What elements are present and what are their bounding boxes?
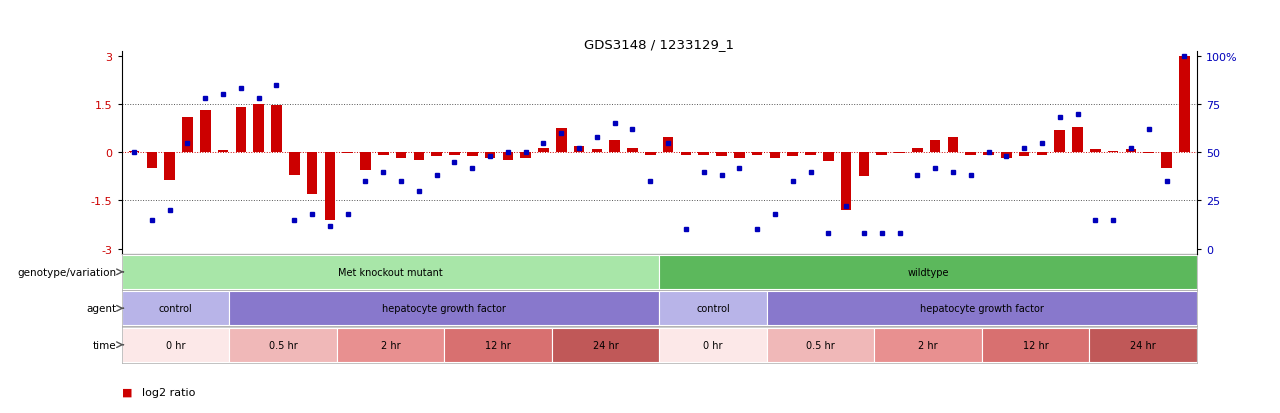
Bar (413, 153, 424, 161)
Bar (337, 328, 444, 362)
Bar (733, 153, 745, 159)
Bar (1091, 150, 1101, 153)
Bar (699, 153, 709, 156)
Bar (122, 292, 229, 325)
Bar (1001, 153, 1011, 159)
Bar (378, 153, 389, 155)
Bar (129, 151, 140, 153)
Bar (874, 328, 982, 362)
Text: 12 hr: 12 hr (485, 340, 511, 350)
Bar (122, 255, 659, 289)
Bar (1055, 131, 1065, 153)
Bar (929, 140, 941, 153)
Bar (307, 153, 317, 195)
Bar (965, 153, 977, 156)
Bar (122, 328, 229, 362)
Bar (609, 140, 620, 153)
Text: 2 hr: 2 hr (918, 340, 938, 350)
Text: control: control (696, 304, 730, 313)
Bar (1019, 153, 1029, 157)
Text: genotype/variation: genotype/variation (17, 267, 116, 277)
Bar (1143, 153, 1155, 154)
Bar (947, 138, 959, 153)
Bar (449, 153, 460, 156)
Bar (767, 328, 874, 362)
Bar (877, 153, 887, 156)
Bar (769, 153, 781, 159)
Bar (146, 153, 157, 169)
Bar (521, 153, 531, 159)
Bar (681, 153, 691, 155)
Text: 24 hr: 24 hr (593, 340, 618, 350)
Bar (218, 151, 228, 153)
Bar (503, 153, 513, 161)
Text: 0.5 hr: 0.5 hr (806, 340, 835, 350)
Bar (485, 153, 495, 159)
Bar (325, 153, 335, 220)
Text: Met knockout mutant: Met knockout mutant (338, 267, 443, 277)
Bar (573, 146, 585, 153)
Bar (200, 111, 211, 153)
Bar (717, 153, 727, 157)
Bar (767, 292, 1197, 325)
Bar (823, 153, 833, 162)
Bar (895, 153, 905, 154)
Text: 0 hr: 0 hr (703, 340, 723, 350)
Bar (229, 328, 337, 362)
Bar (645, 153, 655, 155)
Bar (1089, 328, 1197, 362)
Bar (841, 153, 851, 211)
Bar (552, 328, 659, 362)
Bar (663, 138, 673, 153)
Bar (360, 153, 371, 171)
Bar (805, 153, 815, 156)
Bar (236, 108, 246, 153)
Bar (538, 149, 549, 153)
Text: wildtype: wildtype (908, 267, 948, 277)
Text: log2 ratio: log2 ratio (142, 387, 196, 397)
Bar (983, 153, 993, 156)
Bar (182, 117, 193, 153)
Text: hepatocyte growth factor: hepatocyte growth factor (383, 304, 506, 313)
Bar (659, 328, 767, 362)
Bar (859, 153, 869, 177)
Bar (289, 153, 300, 175)
Bar (164, 153, 175, 180)
Bar (556, 129, 567, 153)
Bar (396, 153, 407, 159)
Text: ■: ■ (122, 387, 132, 397)
Bar (431, 153, 442, 157)
Bar (591, 150, 602, 153)
Bar (1073, 128, 1083, 153)
Bar (1107, 152, 1119, 153)
Bar (342, 153, 353, 154)
Text: 0 hr: 0 hr (165, 340, 186, 350)
Bar (229, 292, 659, 325)
Bar (911, 149, 923, 153)
Text: 12 hr: 12 hr (1023, 340, 1048, 350)
Bar (627, 149, 637, 153)
Bar (751, 153, 763, 156)
Text: time: time (92, 340, 116, 350)
Text: 0.5 hr: 0.5 hr (269, 340, 297, 350)
Bar (444, 328, 552, 362)
Bar (787, 153, 797, 157)
Bar (253, 104, 264, 153)
Text: agent: agent (86, 304, 116, 313)
Bar (1125, 150, 1137, 153)
Bar (1037, 153, 1047, 156)
Bar (271, 106, 282, 153)
Bar (1161, 153, 1172, 168)
Bar (982, 328, 1089, 362)
Bar (659, 255, 1197, 289)
Text: 24 hr: 24 hr (1130, 340, 1156, 350)
Bar (1179, 57, 1189, 153)
Text: 2 hr: 2 hr (380, 340, 401, 350)
Title: GDS3148 / 1233129_1: GDS3148 / 1233129_1 (584, 38, 735, 50)
Text: hepatocyte growth factor: hepatocyte growth factor (920, 304, 1043, 313)
Text: control: control (159, 304, 192, 313)
Bar (659, 292, 767, 325)
Bar (467, 153, 477, 157)
